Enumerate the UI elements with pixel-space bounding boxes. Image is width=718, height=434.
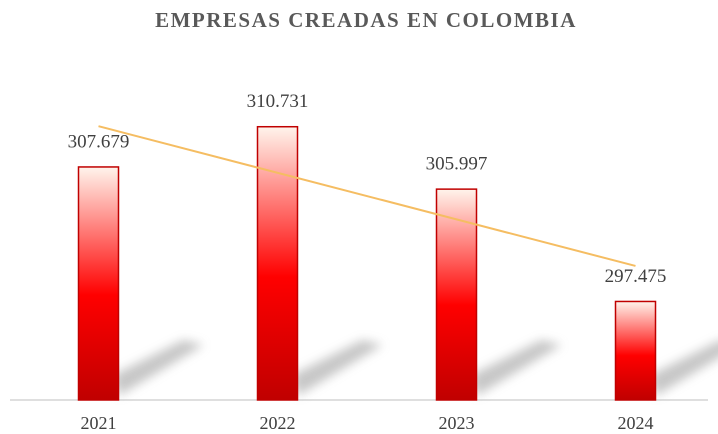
x-tick-label: 2024 [618, 413, 654, 433]
bar-shadow [113, 340, 204, 396]
x-tick-label: 2022 [260, 413, 296, 433]
bar-shadow [471, 340, 562, 396]
value-label: 297.475 [605, 266, 667, 287]
bar [435, 188, 478, 401]
bar [614, 300, 657, 401]
value-label: 307.679 [68, 131, 130, 152]
bar [256, 125, 299, 401]
value-label: 310.731 [247, 91, 309, 112]
chart-title: EMPRESAS CREADAS EN COLOMBIA [155, 8, 577, 32]
bar [77, 166, 120, 401]
bar-shadow [650, 341, 718, 396]
bar-shadow [292, 340, 383, 396]
x-tick-label: 2023 [439, 413, 475, 433]
trendline [98, 125, 636, 267]
value-label: 305.997 [426, 153, 488, 174]
x-tick-label: 2021 [81, 413, 117, 433]
